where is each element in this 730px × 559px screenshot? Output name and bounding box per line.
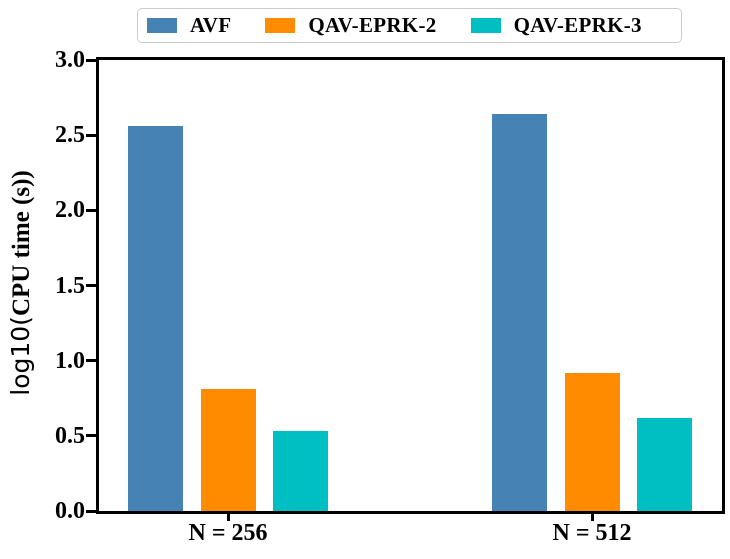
- x-tick: [590, 511, 594, 521]
- bar-qav-eprk-2-group1: [200, 389, 256, 511]
- legend-label: QAV-EPRK-2: [308, 13, 437, 37]
- legend-swatch-avf: [147, 18, 177, 33]
- y-tick-label: 0.5: [55, 422, 85, 449]
- legend-swatch-qav-eprk-2: [265, 18, 296, 33]
- y-tick-label: 1.5: [55, 272, 85, 299]
- x-tick-label: N = 512: [552, 520, 632, 546]
- legend-label: AVF: [190, 13, 232, 37]
- x-tick: [226, 511, 230, 521]
- y-tick: [86, 133, 99, 137]
- bar-qav-eprk-3-group2: [637, 417, 692, 511]
- y-tick-label: 0.0: [55, 498, 85, 524]
- bar-qav-eprk-2-group2: [564, 372, 620, 511]
- legend-entry-avf: AVF: [147, 13, 231, 38]
- y-tick: [86, 284, 99, 287]
- x-tick-label: N = 256: [188, 520, 268, 546]
- y-tick-label: 1.0: [55, 347, 85, 374]
- y-tick: [86, 58, 99, 62]
- y-tick: [86, 359, 99, 363]
- legend-label: QAV-EPRK-3: [513, 13, 642, 37]
- plot-area: 0.0 0.5 1.0 1.5 2.0 2.5 3.0 N = 256 N = 512: [55, 48, 725, 546]
- legend-entry-qav-eprk-2: QAV-EPRK-2: [265, 13, 436, 38]
- legend: AVF QAV-EPRK-2 QAV-EPRK-3: [137, 8, 682, 43]
- bar-avf-group1: [128, 126, 183, 511]
- y-tick: [86, 434, 99, 438]
- y-tick-label: 2.5: [55, 122, 85, 149]
- y-tick: [86, 208, 99, 212]
- bar-qav-eprk-3-group1: [273, 431, 328, 511]
- y-tick-label: 2.0: [55, 197, 85, 224]
- legend-swatch-qav-eprk-3: [470, 18, 501, 33]
- bar-avf-group2: [492, 114, 547, 511]
- legend-entry-qav-eprk-3: QAV-EPRK-3: [470, 13, 642, 38]
- y-tick: [86, 509, 99, 513]
- y-tick-label: 3.0: [55, 47, 85, 73]
